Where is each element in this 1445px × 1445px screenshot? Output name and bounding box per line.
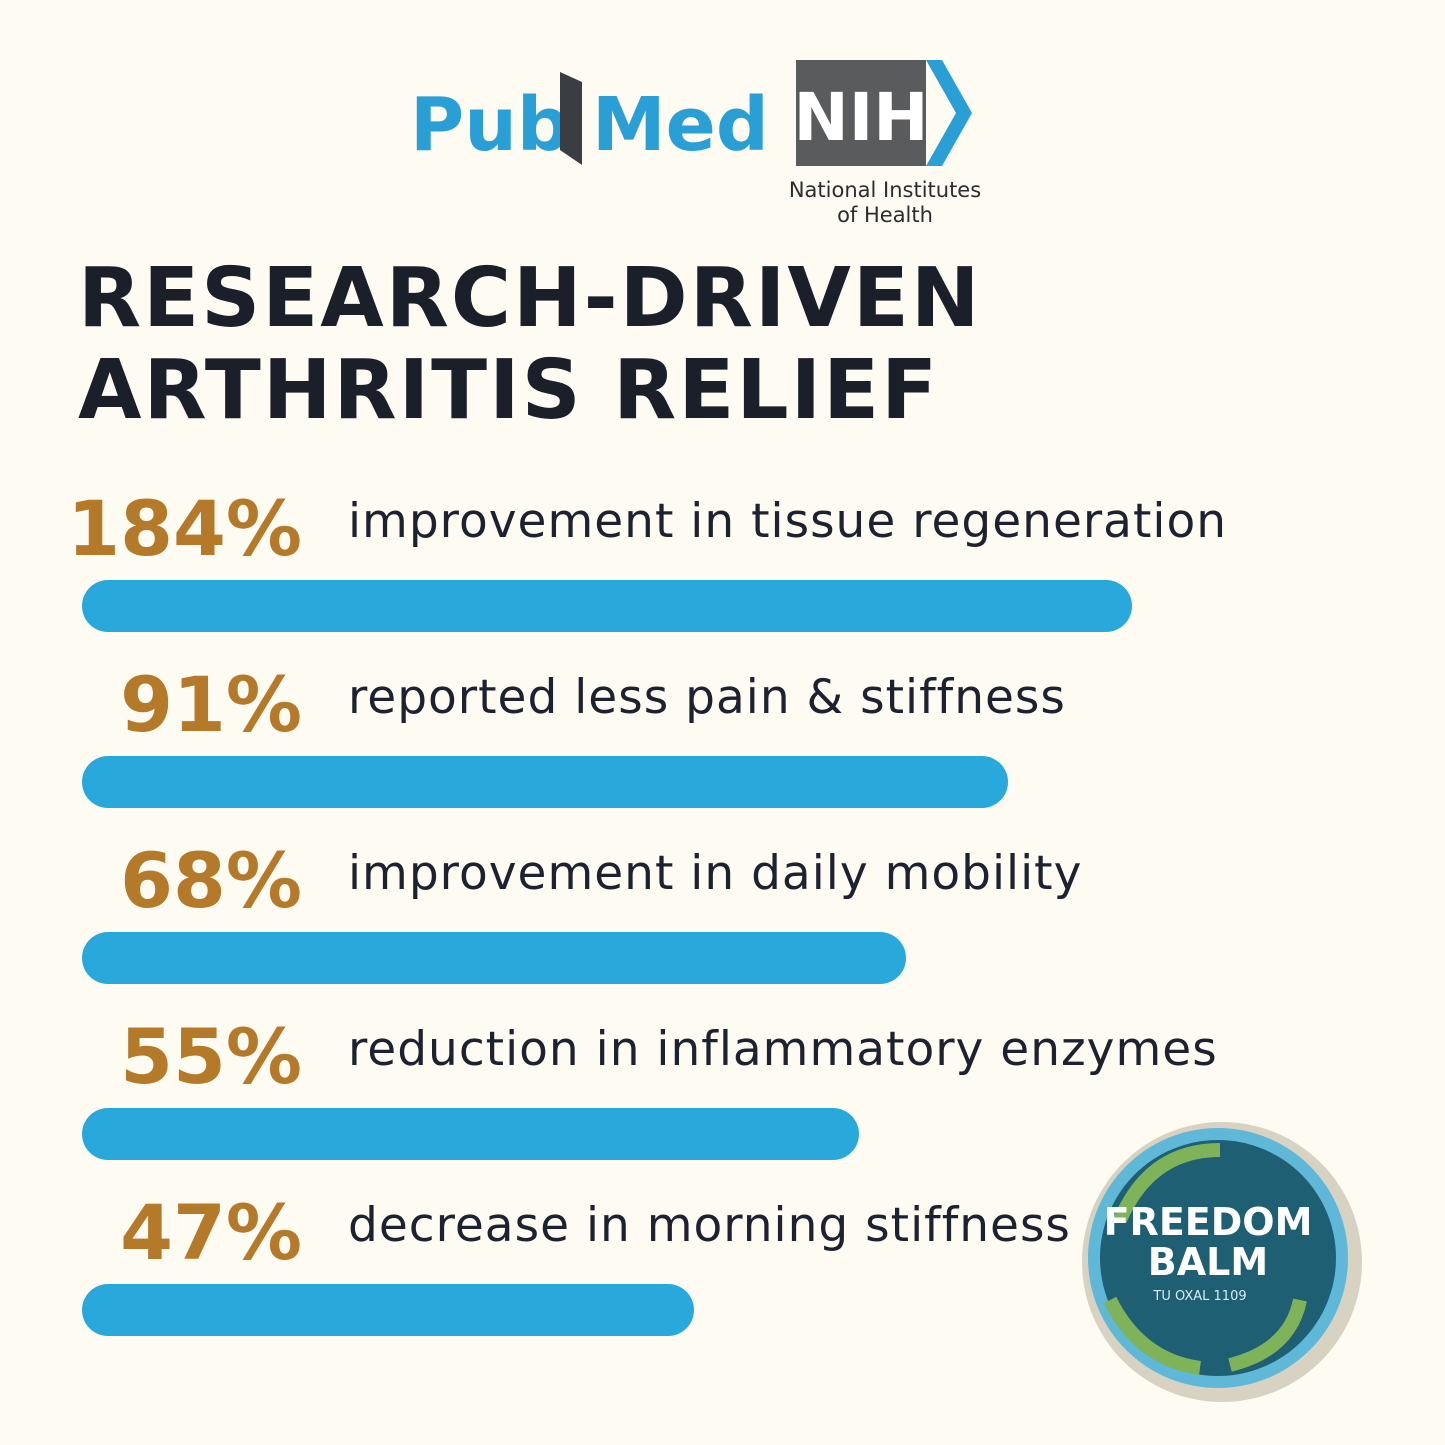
nih-box xyxy=(796,60,926,166)
stat-figure: 68% xyxy=(120,836,302,925)
title-line1: RESEARCH-DRIVEN xyxy=(78,251,982,346)
stat-bar xyxy=(82,1284,694,1336)
stat-text: improvement in daily mobility xyxy=(348,846,1082,901)
stat-text: decrease in morning stiffness xyxy=(348,1198,1071,1253)
stat-text: reported less pain & stiffness xyxy=(348,670,1066,725)
pubmed-logo: Pub Med xyxy=(410,72,769,168)
product-tin: FREEDOM BALM TU OXAL 1109 xyxy=(1082,1122,1362,1402)
nih-chevron xyxy=(926,60,972,166)
stat-text: improvement in tissue regeneration xyxy=(348,494,1227,549)
tin-lid xyxy=(1100,1140,1336,1376)
stats: 184% improvement in tissue regeneration 91… xyxy=(67,484,1227,1336)
pubmed-right: Med xyxy=(592,82,769,168)
tin-line1: FREEDOM xyxy=(1104,1200,1313,1244)
stat-bar xyxy=(82,932,906,984)
stat-bar xyxy=(82,1108,859,1160)
stat-bar xyxy=(82,580,1132,632)
pubmed-left: Pub xyxy=(410,82,570,168)
tin-line2: BALM xyxy=(1148,1240,1268,1284)
nih-line1: National Institutes xyxy=(789,178,981,202)
stat-figure: 47% xyxy=(120,1188,302,1277)
nih-logo: NIH National Institutes of Health xyxy=(789,60,981,227)
title-line2: ARTHRITIS RELIEF xyxy=(78,343,939,438)
tin-small: TU OXAL 1109 xyxy=(1152,1289,1246,1304)
stat-text: reduction in inflammatory enzymes xyxy=(348,1022,1218,1077)
stat-figure: 91% xyxy=(120,660,302,749)
pubmed-book xyxy=(560,72,582,165)
stat-bar xyxy=(82,756,1008,808)
nih-mark: NIH xyxy=(793,79,928,156)
stat-figure: 55% xyxy=(120,1012,302,1101)
tin-leaves xyxy=(1103,1143,1307,1375)
nih-line2: of Health xyxy=(837,203,933,227)
stat-figure: 184% xyxy=(67,484,302,573)
